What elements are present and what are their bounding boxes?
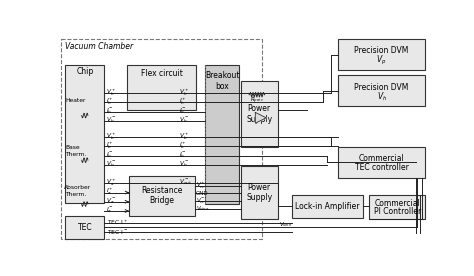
Bar (338, 39, 425, 70)
Text: $V_{sine}$: $V_{sine}$ (279, 220, 292, 229)
Text: TEC controller: TEC controller (355, 163, 409, 172)
Text: Flex circuit: Flex circuit (141, 69, 182, 78)
Bar (241, 166, 278, 219)
Text: Precision DVM: Precision DVM (355, 46, 409, 55)
Text: $V_{out}^-$: $V_{out}^-$ (179, 178, 192, 187)
Text: $I_b^+$: $I_b^+$ (106, 140, 114, 151)
Text: Resistance
Bridge: Resistance Bridge (141, 186, 182, 205)
Text: PI Controller: PI Controller (374, 207, 421, 216)
Bar (129, 176, 195, 216)
Bar (65, 216, 104, 240)
Bar (338, 75, 425, 106)
Text: $V_p$: $V_p$ (376, 54, 387, 67)
Text: $I_h^-$: $I_h^-$ (179, 106, 187, 116)
Text: $I_b^-$: $I_b^-$ (179, 150, 187, 160)
Text: Base: Base (65, 145, 80, 150)
Bar (65, 65, 104, 203)
Text: Vacuum Chamber: Vacuum Chamber (65, 42, 134, 51)
Bar (241, 81, 278, 147)
Text: Absorber: Absorber (64, 185, 91, 190)
Text: $V_{sine}$: $V_{sine}$ (196, 204, 209, 213)
Bar (128, 65, 196, 110)
Text: $I_h^-$: $I_h^-$ (106, 106, 114, 116)
Text: Chip: Chip (76, 67, 93, 76)
Bar (61, 39, 262, 240)
Text: $I_b^+$: $I_b^+$ (179, 140, 187, 151)
Text: Heater: Heater (65, 98, 86, 104)
Text: $V_b^-$: $V_b^-$ (179, 159, 190, 169)
Text: Power
Supply: Power Supply (246, 183, 272, 202)
Text: Commercial: Commercial (374, 199, 420, 208)
Text: $I_h^+$: $I_h^+$ (179, 96, 187, 107)
Text: $V_a^+$: $V_a^+$ (106, 177, 116, 188)
Polygon shape (255, 112, 266, 123)
Text: Power
Supply: Power Supply (246, 104, 272, 124)
Bar (292, 195, 363, 218)
Text: $V_{cc}^+$: $V_{cc}^+$ (196, 181, 206, 191)
Text: $I_a^+$: $I_a^+$ (106, 187, 114, 197)
Text: $V_h^+$: $V_h^+$ (179, 87, 190, 98)
Text: $I_a^-$: $I_a^-$ (106, 205, 114, 215)
Text: $V_b^-$: $V_b^-$ (106, 159, 116, 169)
Text: $V_h^+$: $V_h^+$ (106, 87, 116, 98)
Text: Therm.: Therm. (65, 152, 87, 157)
Text: $V_b^+$: $V_b^+$ (179, 131, 190, 142)
Text: Breakout
box: Breakout box (205, 71, 239, 91)
Text: Precision DVM: Precision DVM (355, 83, 409, 92)
Text: $V_h$: $V_h$ (376, 91, 387, 103)
Text: Lock-in Amplifier: Lock-in Amplifier (295, 202, 360, 211)
Text: $V_b^+$: $V_b^+$ (106, 131, 116, 142)
Text: $V_a^-$: $V_a^-$ (106, 196, 116, 206)
Text: Commercial: Commercial (359, 154, 404, 163)
Text: TEC: TEC (78, 224, 92, 232)
Text: $I_b^-$: $I_b^-$ (106, 150, 114, 160)
Bar (369, 195, 425, 219)
Text: Therm.: Therm. (65, 192, 87, 197)
Text: $I_h^+$: $I_h^+$ (106, 96, 114, 107)
Text: GND: GND (196, 191, 208, 196)
Text: $V_h^-$: $V_h^-$ (179, 115, 190, 125)
Bar (205, 65, 239, 204)
Text: $V_{cc}^-$: $V_{cc}^-$ (196, 196, 206, 206)
Bar (338, 147, 425, 178)
Text: TEC I$^-$: TEC I$^-$ (107, 228, 128, 236)
Text: $V_h^-$: $V_h^-$ (106, 115, 116, 125)
Text: TEC I$^+$: TEC I$^+$ (107, 218, 128, 227)
Text: $R_{prec}$: $R_{prec}$ (250, 96, 264, 106)
